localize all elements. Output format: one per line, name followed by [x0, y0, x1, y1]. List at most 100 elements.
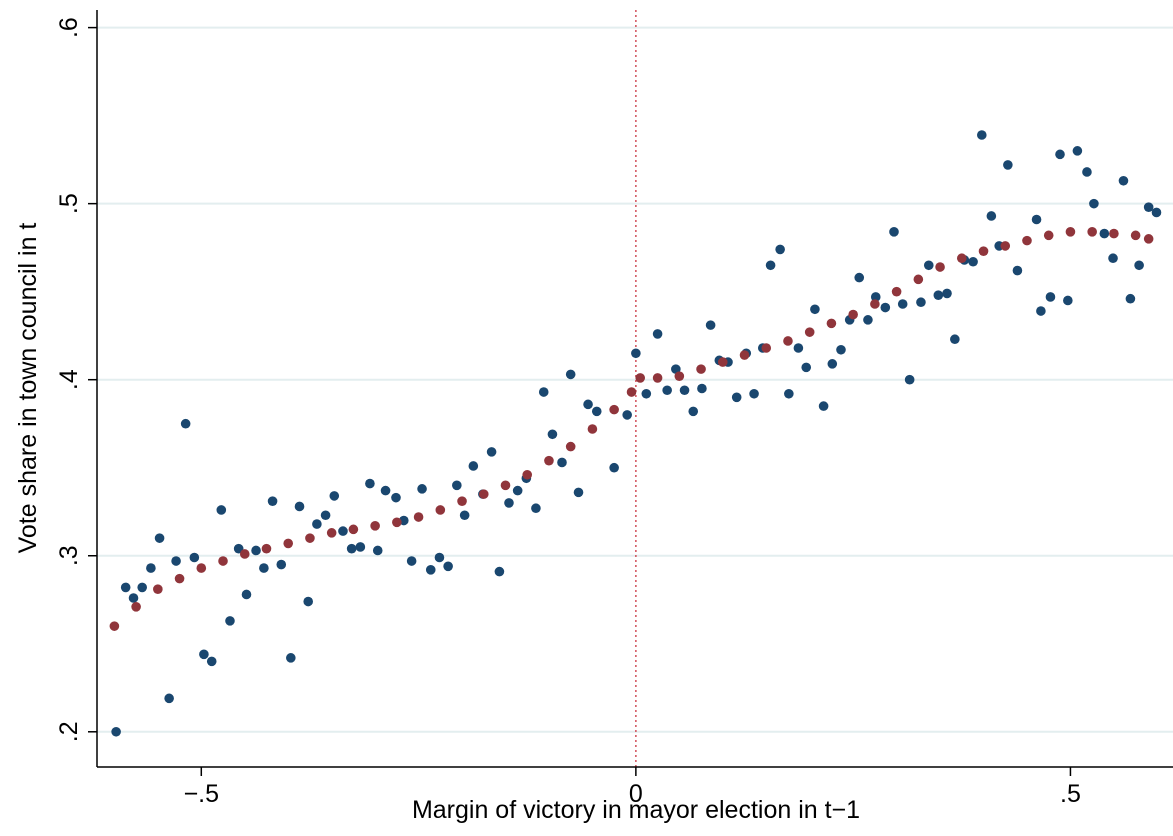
scatter-point: [1000, 241, 1011, 251]
scatter-point: [500, 480, 511, 491]
scatter-point: [783, 336, 793, 346]
scatter-point: [652, 373, 663, 383]
y-tick-label: .3: [55, 545, 83, 566]
scatter-point: [346, 543, 357, 554]
scatter-point: [320, 510, 331, 521]
scatter-point: [761, 343, 772, 353]
scatter-point: [392, 517, 402, 528]
scatter-point: [180, 418, 191, 429]
scatter-point: [1045, 292, 1056, 302]
scatter-point: [547, 429, 558, 440]
scatter-point: [531, 503, 541, 514]
scatter-point: [1109, 228, 1119, 239]
scatter-point: [688, 406, 699, 417]
scatter-point: [504, 498, 514, 508]
scatter-point: [913, 274, 924, 285]
scatter-point: [241, 589, 252, 600]
scatter-point: [225, 616, 235, 626]
scatter-point: [372, 545, 383, 556]
scatter-point: [267, 496, 278, 506]
scatter-point: [1087, 227, 1097, 237]
scatter-point: [355, 542, 366, 552]
scatter-point: [880, 302, 891, 313]
scatter-point: [870, 292, 881, 302]
scatter-point: [916, 297, 926, 308]
scatter-point: [512, 485, 523, 496]
scatter-point: [889, 227, 899, 237]
scatter-point: [904, 374, 915, 385]
scatter-point: [818, 401, 829, 411]
scatter-point: [804, 327, 815, 337]
scatter-point: [1022, 235, 1032, 246]
scatter-point: [329, 491, 340, 501]
scatter-point: [891, 286, 902, 297]
x-tick-label: .5: [1060, 780, 1081, 808]
scatter-point: [587, 424, 598, 434]
scatter-point: [406, 556, 417, 566]
scatter-point: [897, 299, 908, 309]
scatter-point: [591, 406, 602, 417]
scatter-point: [109, 621, 120, 631]
scatter-point: [120, 582, 131, 593]
scatter-point: [793, 343, 804, 353]
y-axis-label: Vote share in town council in t: [14, 223, 42, 554]
x-tick-label: 0: [629, 780, 643, 808]
scatter-point: [452, 480, 462, 491]
scatter-point: [976, 130, 987, 140]
scatter-point: [1151, 207, 1162, 218]
scatter-point: [565, 369, 576, 380]
scatter-point: [312, 519, 322, 529]
scatter-point: [854, 272, 865, 283]
scatter-point: [573, 487, 584, 498]
scatter-point: [765, 260, 776, 271]
scatter-point: [348, 524, 359, 535]
scatter-point: [1089, 198, 1099, 209]
scatter-point: [1055, 149, 1065, 160]
scatter-point: [326, 528, 337, 538]
x-tick-label: −.5: [184, 780, 219, 808]
scatter-point: [425, 565, 436, 575]
scatter-point: [259, 563, 269, 573]
scatter-point: [251, 545, 261, 556]
scatter-point: [1036, 306, 1046, 316]
scatter-point: [697, 383, 707, 394]
scatter-point: [218, 556, 228, 566]
scatter-point: [565, 441, 576, 452]
scatter-point: [544, 455, 554, 466]
scatter-point: [705, 320, 716, 330]
scatter-point: [338, 526, 348, 536]
scatter-point: [434, 552, 445, 563]
scatter-point: [413, 512, 424, 522]
scatter-point: [1082, 167, 1092, 177]
scatter-point: [164, 693, 174, 704]
scatter-point: [1072, 146, 1083, 156]
scatter-point: [457, 496, 467, 506]
scatter-point: [276, 559, 287, 570]
scatter-point: [956, 253, 967, 264]
scatter-point: [154, 533, 165, 543]
x-axis-label: Margin of victory in mayor election in t…: [412, 796, 860, 824]
scatter-point: [1118, 175, 1129, 186]
scatter-point: [717, 357, 728, 367]
scatter-point: [609, 404, 619, 415]
scatter-point: [1125, 293, 1136, 304]
scatter-point: [486, 447, 497, 457]
scatter-point: [391, 492, 401, 503]
scatter-point: [1012, 265, 1023, 276]
scatter-point: [286, 653, 296, 663]
scatter-point: [739, 350, 750, 360]
scatter-point: [801, 362, 812, 373]
scatter-point: [283, 538, 294, 549]
scatter-point: [635, 373, 646, 383]
scatter-point: [652, 329, 663, 339]
scatter-point: [827, 359, 838, 369]
scatter-point: [1065, 227, 1076, 237]
scatter-point: [128, 593, 139, 603]
scatter-point: [305, 533, 315, 543]
scatter-point: [196, 563, 207, 573]
scatter-point: [863, 315, 873, 325]
scatter-point: [468, 461, 479, 471]
scatter-point: [696, 364, 706, 374]
scatter-point: [494, 566, 505, 577]
scatter-point: [189, 552, 200, 563]
